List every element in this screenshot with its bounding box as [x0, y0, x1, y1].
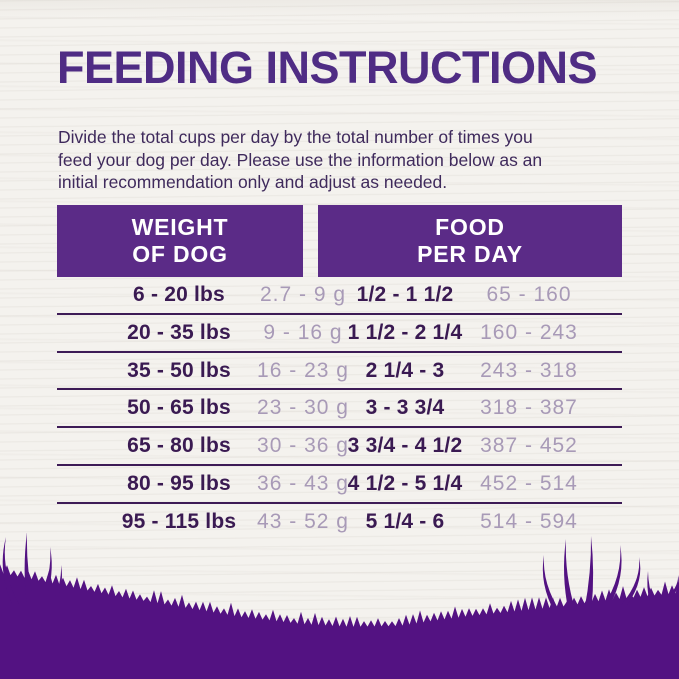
column-header-line: OF DOG — [132, 241, 228, 267]
column-header-food-per-day: FOOD PER DAY — [318, 205, 622, 277]
weight-grams-cell: 30 - 36 g — [257, 434, 349, 458]
weight-range-cell: 50 - 65 lbs — [127, 396, 231, 420]
cups-per-day-cell: 3 - 3 3/4 — [365, 396, 445, 420]
weight-grams-cell: 36 - 43 g — [257, 471, 349, 495]
intro-line: Divide the total cups per day by the tot… — [58, 127, 533, 147]
table-header-row: WEIGHT OF DOG FOOD PER DAY — [57, 205, 622, 277]
column-header-line: PER DAY — [417, 241, 523, 267]
grass-blade — [542, 555, 561, 613]
grams-per-day-cell: 387 - 452 — [480, 434, 578, 458]
page-title: FEEDING INSTRUCTIONS — [57, 42, 598, 93]
table-row: 50 - 65 lbs 23 - 30 g 3 - 3 3/4 318 - 387 — [57, 390, 622, 429]
weight-grams-cell: 9 - 16 g — [263, 320, 343, 344]
grams-per-day-cell: 514 - 594 — [480, 509, 578, 533]
weight-range-cell: 6 - 20 lbs — [133, 283, 225, 306]
grass-mound — [0, 564, 679, 679]
header-gap — [303, 205, 318, 277]
grass-blade — [50, 565, 62, 605]
weight-range-cell: 80 - 95 lbs — [127, 471, 231, 495]
grass-blade — [584, 536, 594, 609]
table-row: 35 - 50 lbs 16 - 23 g 2 1/4 - 3 243 - 318 — [57, 353, 622, 391]
grams-per-day-cell: 65 - 160 — [486, 283, 572, 306]
weight-grams-cell: 43 - 52 g — [257, 509, 349, 533]
cups-per-day-cell: 5 1/4 - 6 — [365, 509, 445, 533]
grams-per-day-cell: 452 - 514 — [480, 471, 578, 495]
grass-blade — [24, 533, 34, 603]
table-row: 95 - 115 lbs 43 - 52 g 5 1/4 - 6 514 - 594 — [57, 504, 622, 542]
column-header-line: WEIGHT — [131, 214, 229, 240]
cups-per-day-cell: 2 1/4 - 3 — [365, 358, 445, 382]
intro-line: initial recommendation only and adjust a… — [58, 172, 448, 192]
column-header-line: FOOD — [435, 214, 505, 240]
weight-range-cell: 65 - 80 lbs — [127, 434, 231, 458]
table-row: 6 - 20 lbs 2.7 - 9 g 1/2 - 1 1/2 65 - 160 — [57, 277, 622, 315]
grass-blade — [2, 537, 20, 605]
grass-blade — [38, 547, 52, 603]
weight-grams-cell: 23 - 30 g — [257, 396, 349, 420]
intro-line: feed your dog per day. Please use the in… — [58, 149, 543, 170]
grass-blade — [621, 557, 641, 605]
weight-range-cell: 95 - 115 lbs — [121, 509, 237, 533]
cups-per-day-cell: 1/2 - 1 1/2 — [356, 283, 454, 306]
table-body: 6 - 20 lbs 2.7 - 9 g 1/2 - 1 1/2 65 - 160 20… — [57, 277, 622, 542]
weight-grams-cell: 16 - 23 g — [257, 358, 349, 382]
cups-per-day-cell: 4 1/2 - 5 1/4 — [347, 471, 463, 495]
grams-per-day-cell: 160 - 243 — [480, 320, 578, 344]
grams-per-day-cell: 243 - 318 — [480, 358, 578, 382]
intro-paragraph: Divide the total cups per day by the tot… — [58, 126, 542, 194]
cups-per-day-cell: 3 3/4 - 4 1/2 — [347, 434, 463, 458]
grass-blade — [603, 545, 622, 607]
feeding-table: WEIGHT OF DOG FOOD PER DAY 6 - 20 lbs 2.7… — [57, 205, 622, 542]
grass-blade — [564, 539, 576, 611]
grass-blade — [647, 571, 655, 603]
weight-range-cell: 20 - 35 lbs — [127, 320, 231, 344]
grams-per-day-cell: 318 - 387 — [480, 396, 578, 420]
grass-silhouette — [0, 533, 679, 679]
weight-grams-cell: 2.7 - 9 g — [259, 283, 347, 306]
column-header-weight-of-dog: WEIGHT OF DOG — [57, 205, 303, 277]
grass-blade — [665, 575, 679, 599]
cups-per-day-cell: 1 1/2 - 2 1/4 — [347, 320, 463, 344]
weight-range-cell: 35 - 50 lbs — [127, 358, 231, 382]
